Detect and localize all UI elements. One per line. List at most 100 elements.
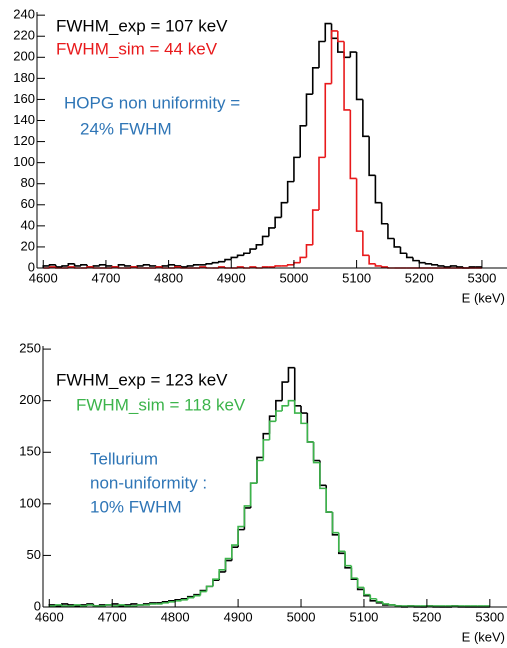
- histogram-step: [356, 578, 364, 589]
- histogram-step: [318, 40, 326, 68]
- histogram-step: [243, 507, 251, 530]
- annotation: non-uniformity :: [90, 473, 207, 492]
- histogram-step: [275, 410, 283, 422]
- histogram-step: [418, 260, 426, 264]
- x-tick-label: 5100: [349, 609, 378, 624]
- y-tick-label: 80: [21, 175, 35, 190]
- histogram-step: [343, 41, 351, 111]
- histogram-step: [205, 262, 213, 265]
- histogram-step: [123, 264, 131, 267]
- histogram-step: [280, 201, 288, 218]
- histogram-step: [274, 216, 282, 228]
- y-tick-label: 50: [27, 547, 41, 562]
- y-tick-label: 200: [13, 49, 35, 64]
- histogram-step: [293, 156, 301, 182]
- histogram-step: [349, 51, 357, 58]
- histogram-step: [142, 264, 150, 266]
- histogram-step: [73, 263, 81, 267]
- histogram-step: [174, 264, 182, 267]
- histogram-step: [117, 264, 125, 267]
- histogram-step: [437, 264, 445, 267]
- x-tick-label: 5100: [342, 270, 371, 285]
- histogram-step: [174, 600, 182, 602]
- histogram-step: [443, 265, 451, 268]
- annotation: FWHM_exp = 107 keV: [56, 16, 228, 35]
- histogram-step: [193, 594, 201, 598]
- histogram-step: [287, 366, 295, 383]
- histogram-step: [349, 109, 357, 180]
- histogram-step: [212, 579, 220, 587]
- histogram-step: [61, 604, 69, 607]
- histogram-step: [262, 432, 270, 458]
- histogram-step: [230, 256, 238, 260]
- annotation: Tellurium: [90, 449, 158, 468]
- annotation: FWHM_sim = 44 keV: [56, 39, 218, 58]
- histogram-step: [149, 603, 157, 605]
- histogram-step: [243, 505, 251, 527]
- histogram-step: [92, 265, 100, 267]
- histogram-step: [362, 231, 370, 257]
- histogram-step: [180, 598, 188, 601]
- annotation: FWHM_sim = 118 keV: [76, 395, 246, 414]
- histogram-step: [249, 248, 257, 254]
- histogram-step: [236, 254, 244, 258]
- annotation: 24% FWHM: [80, 119, 172, 138]
- histogram-step: [330, 30, 338, 84]
- x-tick-label: 4600: [35, 609, 64, 624]
- histogram-step: [286, 180, 294, 203]
- histogram-step: [355, 52, 363, 101]
- histogram-step: [168, 601, 176, 603]
- histogram-step: [375, 598, 383, 603]
- histogram-step: [387, 223, 395, 240]
- histogram-step: [319, 460, 327, 487]
- histogram-step: [231, 544, 239, 559]
- histogram-step: [48, 264, 56, 266]
- y-tick-label: 180: [13, 70, 35, 85]
- histogram-step: [261, 235, 269, 245]
- histogram-step: [205, 585, 213, 592]
- histogram-step: [92, 604, 100, 607]
- histogram-step: [311, 67, 319, 95]
- y-tick-label: 120: [13, 133, 35, 148]
- histogram-step: [412, 257, 420, 262]
- histogram-step: [312, 441, 320, 462]
- x-tick-label: 4900: [224, 609, 253, 624]
- y-tick-label: 20: [21, 238, 35, 253]
- histogram-step: [293, 261, 301, 265]
- x-tick-label: 5200: [412, 609, 441, 624]
- y-tick-label: 100: [19, 495, 41, 510]
- histogram-step: [394, 604, 402, 607]
- histogram-step: [324, 82, 332, 158]
- y-tick-label: 100: [13, 154, 35, 169]
- x-tick-label: 5200: [405, 270, 434, 285]
- histogram-step: [224, 557, 232, 570]
- histogram-step: [111, 604, 119, 607]
- histogram-step: [325, 488, 333, 513]
- histogram-step: [293, 400, 302, 414]
- histogram-step: [275, 399, 283, 417]
- histogram-step: [306, 413, 314, 443]
- histogram-step: [399, 246, 407, 255]
- histogram-step: [382, 601, 390, 605]
- y-tick-label: 0: [28, 259, 35, 274]
- histogram-step: [431, 263, 439, 266]
- histogram-step: [368, 255, 376, 265]
- histogram-step: [368, 136, 376, 177]
- x-tick-label: 4900: [217, 270, 246, 285]
- histogram-step: [237, 528, 245, 548]
- histogram-step: [305, 93, 313, 126]
- histogram-step: [293, 367, 302, 407]
- x-tick-label: 4800: [154, 270, 183, 285]
- y-tick-label: 140: [13, 112, 35, 127]
- histogram-step: [300, 405, 308, 414]
- histogram-step: [424, 262, 432, 265]
- histogram-step: [255, 244, 263, 250]
- histogram-step: [362, 99, 370, 138]
- histogram-step: [211, 261, 219, 264]
- histogram-step: [243, 252, 251, 256]
- y-tick-label: 220: [13, 28, 35, 43]
- y-tick-label: 0: [34, 598, 41, 613]
- annotation: HOPG non uniformity =: [64, 93, 240, 112]
- histogram-step: [344, 551, 352, 567]
